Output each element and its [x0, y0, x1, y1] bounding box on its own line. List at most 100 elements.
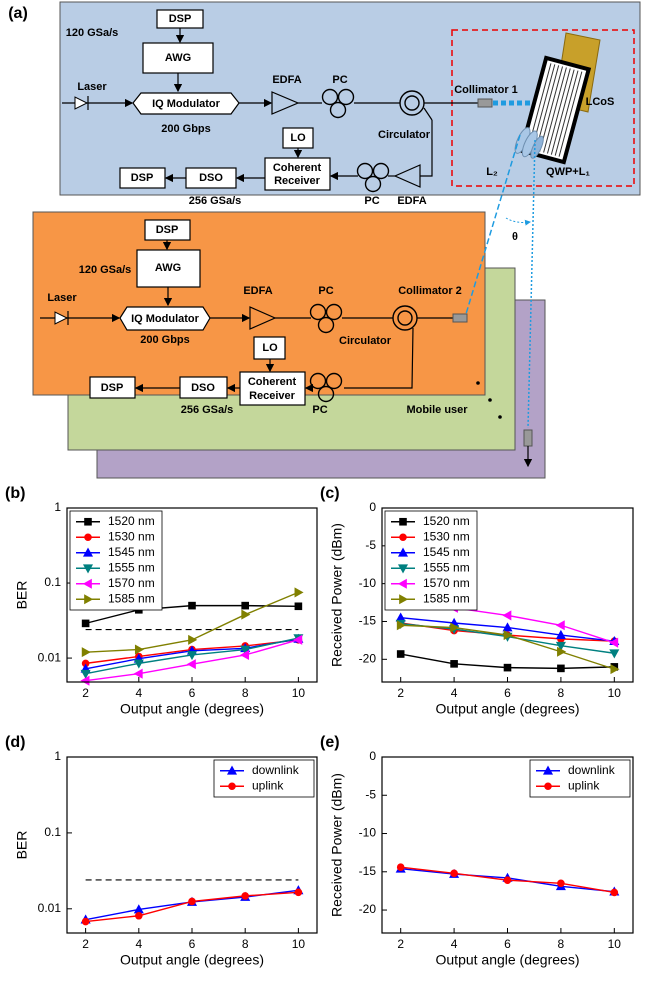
x-tick-label: 8: [558, 937, 565, 951]
marker: [81, 917, 90, 926]
edfa: EDFA: [397, 195, 426, 207]
dsp: DSP: [169, 13, 192, 25]
marker: [80, 669, 91, 679]
x-axis-title: Output angle (degrees): [120, 701, 264, 717]
fiber: [423, 107, 433, 121]
collimator-label: Collimator 1: [454, 84, 518, 96]
y-tick-label: 0.1: [44, 575, 61, 589]
polarization-controller: [364, 175, 382, 193]
x-axis-title: Output angle (degrees): [436, 952, 580, 968]
awg: AWG: [155, 262, 181, 274]
marker: [239, 649, 250, 661]
box: [89, 376, 136, 399]
legend-marker: [542, 765, 554, 775]
bitrate: 200 Gbps: [140, 334, 190, 346]
marker: [186, 651, 198, 661]
legend-marker: [84, 517, 92, 526]
y-tick-label: 0.01: [38, 901, 62, 915]
polarization-controller: [329, 101, 347, 119]
legend-marker: [82, 578, 92, 589]
dsp: DSP: [101, 382, 124, 394]
lo: LO: [290, 132, 306, 144]
y-tick-label: 0.01: [38, 650, 62, 664]
bitrate: 200 Gbps: [161, 123, 211, 135]
legend-label: 1585 nm: [108, 591, 155, 605]
marker: [555, 641, 566, 651]
amplifier: [393, 164, 421, 188]
modulator-label: IQ Modulator: [131, 313, 200, 325]
x-tick-label: 10: [608, 686, 622, 700]
dsp: DSP: [156, 224, 179, 236]
polarization-controller: [309, 372, 327, 390]
dot: [498, 415, 502, 419]
receiver: Coherent: [248, 376, 297, 388]
lcos-frame: [451, 29, 635, 187]
circulator: [404, 95, 420, 111]
legend-marker: [84, 533, 92, 542]
angle-arc: [505, 217, 531, 226]
x-tick-label: 2: [82, 937, 89, 951]
marker: [609, 649, 620, 659]
x-axis-title: Output angle (degrees): [436, 701, 580, 717]
marker: [240, 645, 251, 655]
marker: [502, 610, 512, 621]
marker: [241, 892, 249, 900]
legend-marker: [397, 578, 407, 589]
panel-label: (c): [320, 485, 340, 502]
legend-label: 1570 nm: [108, 576, 155, 590]
marker: [557, 646, 567, 657]
y-tick-label: -5: [365, 538, 376, 552]
polarization-controller: [325, 303, 343, 321]
marker: [294, 888, 303, 897]
marker: [135, 911, 143, 920]
marker: [133, 668, 143, 679]
lo: LO: [262, 342, 278, 354]
pc: PC: [364, 195, 379, 207]
modulator-label: IQ Modulator: [152, 98, 221, 110]
x-tick-label: 4: [451, 686, 458, 700]
legend-marker: [82, 564, 94, 574]
legend-label: uplink: [252, 778, 284, 792]
marker: [134, 644, 145, 655]
legend-label: 1520 nm: [423, 514, 470, 528]
sample-rate: 256 GSa/s: [181, 404, 234, 416]
polarization-controller: [325, 372, 343, 390]
marker: [450, 622, 460, 633]
x-tick-label: 10: [608, 937, 622, 951]
y-axis-title: Received Power (dBm): [329, 773, 345, 917]
marker: [609, 637, 619, 648]
legend-marker: [226, 765, 238, 775]
y-tick-label: -15: [359, 864, 377, 878]
legend-marker: [399, 517, 407, 526]
marker: [610, 664, 620, 675]
legend-label: downlink: [568, 763, 616, 777]
legend-label: 1520 nm: [108, 514, 155, 528]
circulator-label: Circulator: [378, 129, 431, 141]
panel-label: (b): [5, 485, 25, 502]
amplifier: [249, 306, 277, 330]
polarization-controller: [356, 162, 374, 180]
marker: [293, 634, 303, 645]
legend-marker: [228, 782, 236, 791]
x-tick-label: 2: [82, 686, 89, 700]
x-tick-label: 10: [292, 686, 306, 700]
dso: DSO: [199, 172, 223, 184]
lens-label: L₂: [486, 166, 498, 178]
x-tick-label: 10: [292, 937, 306, 951]
y-tick-label: 1: [54, 749, 61, 763]
laser: Laser: [47, 292, 77, 304]
x-tick-label: 4: [135, 686, 142, 700]
marker: [557, 664, 565, 673]
legend-label: 1585 nm: [423, 591, 470, 605]
lcos: [518, 55, 592, 165]
circulator: [397, 310, 413, 326]
collimator: [477, 98, 493, 108]
fiber: [344, 327, 414, 389]
y-tick-label: -15: [359, 614, 377, 628]
marker: [294, 587, 304, 598]
legend-label: 1530 nm: [108, 529, 155, 543]
box: [142, 42, 214, 74]
box: [239, 371, 306, 406]
beam: [465, 134, 521, 315]
